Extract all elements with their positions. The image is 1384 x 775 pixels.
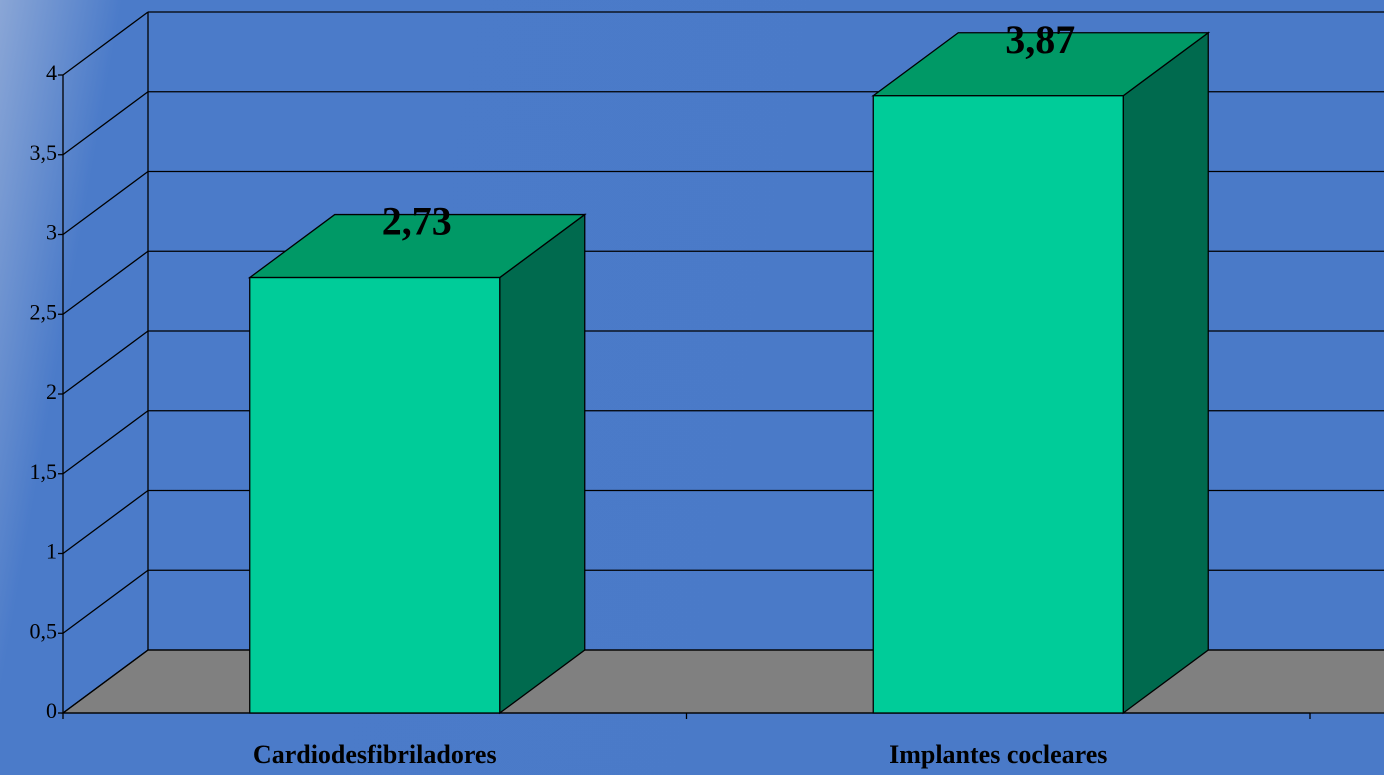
data-label: 2,73 — [382, 199, 452, 244]
grid-line — [62, 489, 149, 555]
y-tick-label: 1,5 — [30, 459, 58, 484]
y-tick-label: 3,5 — [30, 140, 58, 165]
x-tick-label: Implantes cocleares — [889, 740, 1107, 769]
y-tick-label: 0,5 — [30, 618, 58, 643]
bar — [249, 276, 501, 714]
bar-side — [499, 213, 586, 715]
grid-line — [62, 170, 149, 236]
y-tick-label: 4 — [46, 60, 57, 85]
grid-line — [62, 569, 149, 634]
y-tick-label: 2 — [46, 379, 57, 404]
grid-line — [62, 91, 149, 156]
x-tick-label: Cardiodesfibriladores — [253, 740, 497, 769]
grid-line — [62, 410, 149, 475]
data-label: 3,87 — [1005, 17, 1075, 62]
grid-line — [62, 330, 149, 395]
y-tick-label: 0 — [46, 698, 57, 723]
y-tick-label: 1 — [46, 539, 57, 564]
bar-side — [1122, 31, 1209, 715]
y-tick-label: 3 — [46, 220, 57, 245]
grid-line — [62, 250, 149, 315]
grid-line — [62, 11, 149, 76]
y-tick-label: 2,5 — [30, 299, 58, 324]
bar — [872, 95, 1124, 714]
grid-line — [62, 649, 149, 714]
